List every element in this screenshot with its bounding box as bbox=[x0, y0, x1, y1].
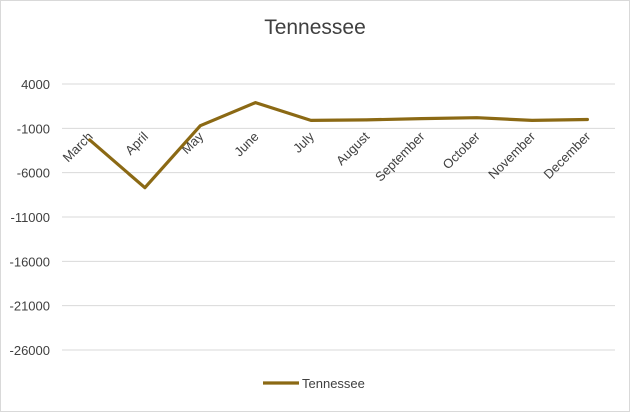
series-layer bbox=[88, 100, 590, 190]
x-tick-label: April bbox=[122, 129, 151, 158]
gridlines bbox=[62, 83, 615, 351]
y-tick-label: -21000 bbox=[10, 299, 50, 314]
x-tick-label: December bbox=[540, 128, 593, 181]
x-tick-label: March bbox=[60, 129, 96, 165]
y-tick-label: -26000 bbox=[10, 343, 50, 358]
y-tick-label: -6000 bbox=[17, 166, 50, 181]
x-tick-label: August bbox=[333, 129, 372, 168]
y-tick-label: -16000 bbox=[10, 254, 50, 269]
series-line-tennessee bbox=[88, 100, 590, 190]
y-tick-label: -11000 bbox=[10, 210, 50, 225]
x-tick-label: July bbox=[290, 128, 317, 155]
x-tick-label: November bbox=[485, 128, 538, 181]
y-axis-ticks: 4000 -1000 -6000 -11000 -16000 -21000 -26000 bbox=[10, 77, 50, 358]
legend-label: Tennessee bbox=[302, 376, 365, 391]
chart-title: Tennessee bbox=[264, 16, 366, 39]
legend: Tennessee bbox=[263, 376, 365, 391]
x-tick-label: September bbox=[372, 128, 428, 184]
y-tick-label: -1000 bbox=[17, 121, 50, 136]
x-tick-label: October bbox=[440, 128, 484, 172]
x-axis-ticks: March April May June July August September Octo… bbox=[60, 128, 594, 184]
y-tick-label: 4000 bbox=[21, 77, 50, 92]
x-tick-label: June bbox=[231, 129, 262, 160]
